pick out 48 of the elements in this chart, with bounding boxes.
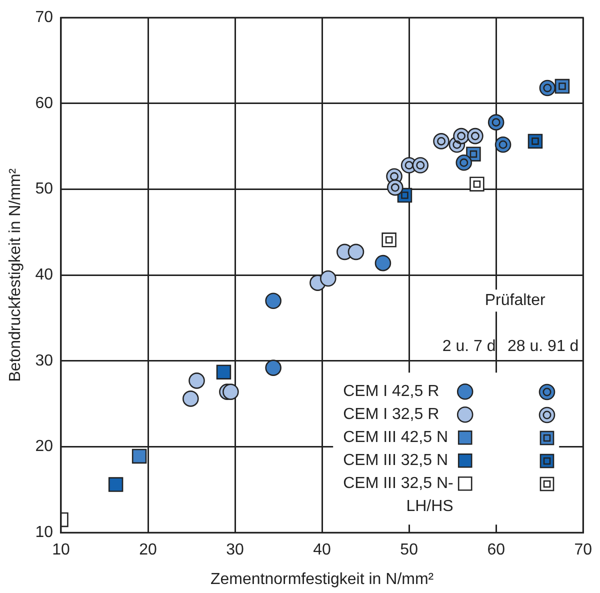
point — [412, 157, 429, 174]
point — [528, 134, 543, 149]
x-tick-label: 40 — [313, 542, 332, 559]
legend-label: CEM I 32,5 R — [343, 406, 440, 424]
point — [433, 133, 450, 150]
legend-label: CEM III 32,5 N-LH/HS — [343, 475, 454, 516]
point — [265, 360, 282, 376]
x-tick-label: 60 — [487, 542, 506, 559]
y-tick-label: 40 — [35, 266, 54, 284]
x-tick-label: 10 — [52, 542, 70, 559]
point — [348, 244, 364, 260]
point — [382, 232, 396, 248]
x-tick-label: 70 — [574, 542, 592, 559]
y-tick-label: 10 — [35, 524, 54, 542]
point — [386, 179, 404, 196]
legend-label: CEM I 42,5 R — [343, 383, 440, 400]
point — [470, 176, 484, 192]
point — [182, 390, 199, 407]
point — [453, 128, 470, 144]
legend-label: CEM III 32,5 N — [343, 452, 448, 470]
x-tick-label: 20 — [139, 542, 158, 559]
annotation: 28 u. 91 d — [508, 338, 579, 356]
point — [456, 154, 472, 171]
point — [467, 128, 484, 144]
y-tick-label: 20 — [35, 438, 54, 456]
point — [132, 448, 147, 464]
point — [320, 270, 336, 287]
point — [539, 80, 556, 96]
point — [554, 78, 570, 94]
point — [494, 136, 512, 153]
x-tick-label: 50 — [400, 542, 418, 559]
legend-label: CEM III 42,5 N — [343, 429, 448, 446]
x-tick-label: 30 — [226, 542, 244, 559]
point — [374, 254, 392, 272]
point — [108, 477, 124, 492]
y-tick-label: 70 — [35, 9, 54, 26]
y-tick-label: 30 — [35, 352, 54, 370]
y-axis-title: Betondruckfestigkeit in N/mm² — [7, 168, 24, 382]
point — [222, 384, 239, 400]
point — [265, 292, 282, 309]
annotation: 2 u. 7 d — [442, 338, 496, 356]
y-tick-label: 50 — [35, 180, 54, 198]
point — [488, 114, 504, 130]
point — [188, 372, 205, 389]
y-tick-label: 60 — [35, 94, 54, 112]
point — [216, 364, 232, 380]
legend-title: Prüfalter — [484, 292, 546, 310]
x-axis-title: Zementnormfestigkeit in N/mm² — [210, 570, 434, 588]
